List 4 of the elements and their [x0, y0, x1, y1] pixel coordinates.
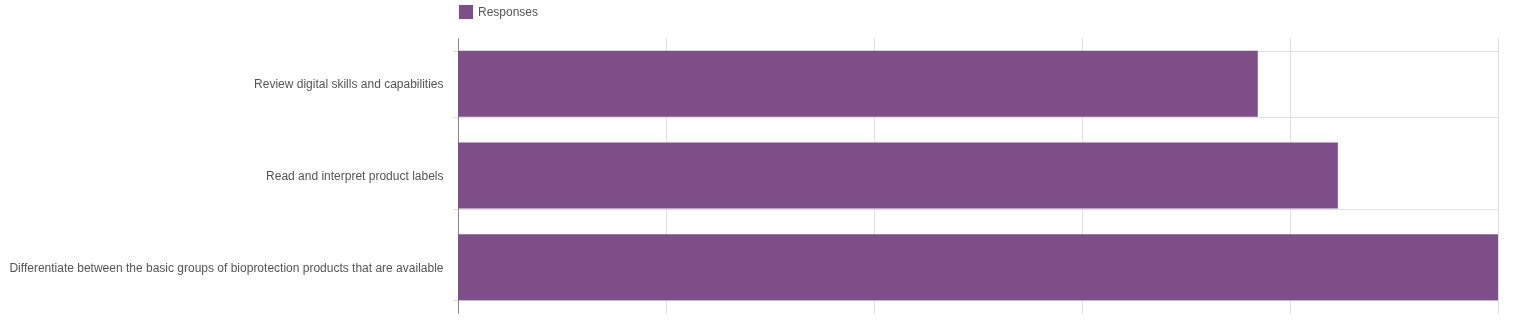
- legend-label: Responses: [478, 5, 539, 19]
- y-tick-label: Review digital skills and capabilities: [254, 77, 444, 92]
- y-tick-label: Differentiate between the basic groups of bioprotection products that are available: [9, 260, 444, 275]
- y-tick-label: Read and interpret product labels: [266, 169, 444, 183]
